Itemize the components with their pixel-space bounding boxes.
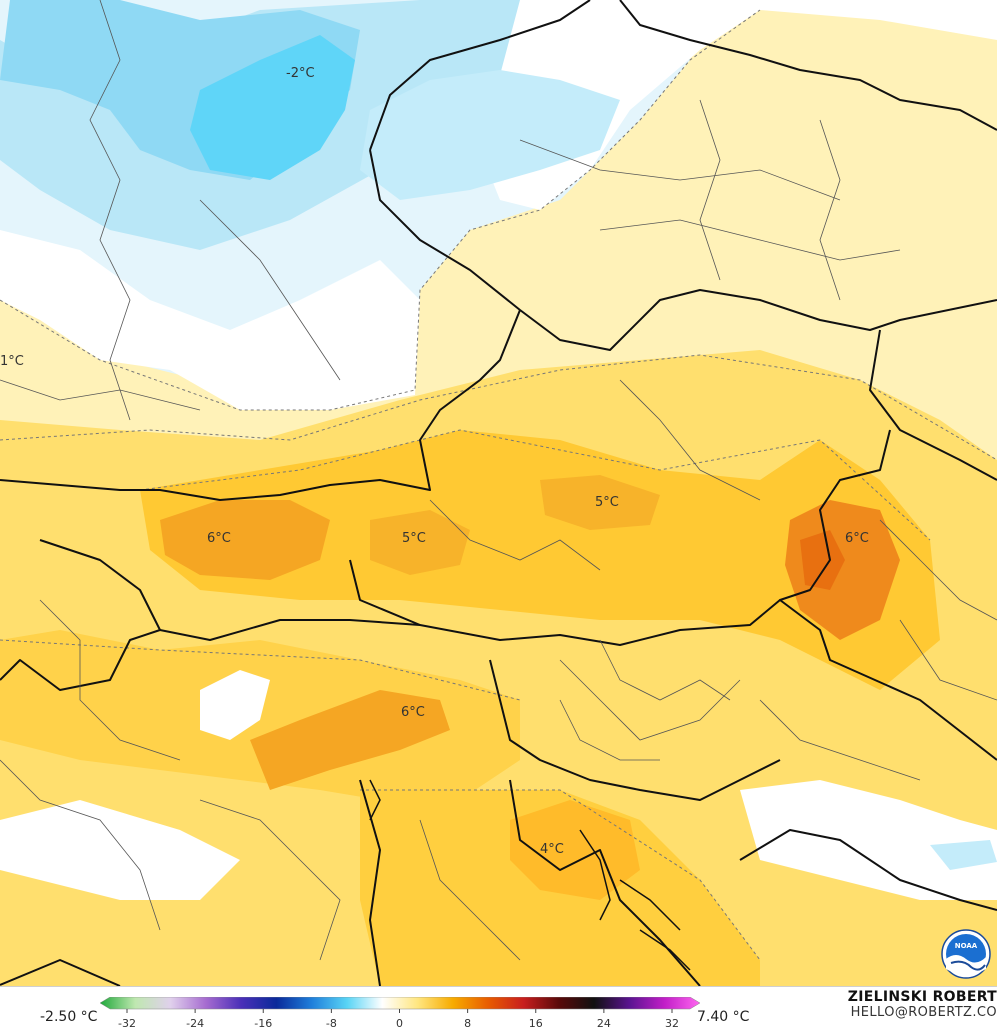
noaa-logo-text: NOAA bbox=[955, 942, 978, 950]
noaa-logo: NOAA bbox=[941, 929, 991, 979]
warm-core-6c-east-inner bbox=[800, 530, 845, 590]
color-scale-gradient bbox=[100, 997, 700, 1010]
warm-core-6c-east bbox=[785, 500, 900, 640]
country-borders bbox=[0, 0, 997, 986]
scale-tick-label: -8 bbox=[326, 1017, 337, 1030]
legend-max-value: 7.40 °C bbox=[697, 1009, 750, 1025]
temperature-map: -2°C 1°C 6°C 5°C 5°C 6°C 6°C 4°C bbox=[0, 0, 997, 986]
scale-tick-label: 32 bbox=[665, 1017, 679, 1030]
author-credit: ZIELINSKI ROBERT HELLO@ROBERTZ.CO bbox=[848, 989, 997, 1020]
coastline-islands bbox=[369, 779, 691, 971]
scale-tick-label: -32 bbox=[118, 1017, 136, 1030]
scale-tick-label: 24 bbox=[597, 1017, 611, 1030]
color-scale-ticks: -32 -24 -16 -8 0 8 16 24 32 bbox=[118, 1009, 679, 1030]
author-email: HELLO@ROBERTZ.CO bbox=[850, 1005, 997, 1020]
color-scale-bar: -32 -24 -16 -8 0 8 16 24 32 bbox=[100, 997, 700, 1030]
region-borders bbox=[0, 0, 997, 961]
white-patch-south bbox=[0, 800, 240, 900]
contour-label-6-italy: 6°C bbox=[401, 705, 425, 720]
contour-label-1: 1°C bbox=[0, 354, 24, 369]
warm-core-6c-italy bbox=[250, 690, 450, 790]
cold-zone-northeast-white bbox=[480, 0, 997, 210]
white-zone-north bbox=[0, 230, 420, 410]
cold-patch-balkans bbox=[930, 840, 997, 870]
contour-label-5-center: 5°C bbox=[402, 531, 426, 546]
white-patch-alps bbox=[200, 670, 270, 740]
warm-core-4c bbox=[510, 800, 640, 900]
warm-core-6c-west bbox=[160, 500, 330, 580]
legend-min-value: -2.50 °C bbox=[40, 1009, 98, 1025]
contour-label-6-east: 6°C bbox=[845, 531, 869, 546]
contour-label-6-west: 6°C bbox=[207, 531, 231, 546]
author-name: ZIELINSKI ROBERT bbox=[847, 989, 997, 1005]
scale-tick-label: 8 bbox=[464, 1017, 471, 1030]
warm-core-5c-center bbox=[370, 510, 470, 575]
contour-label-5-east: 5°C bbox=[595, 495, 619, 510]
white-patch-balkans bbox=[740, 780, 997, 900]
legend-footer: -2.50 °C -32 -24 -16 -8 0 8 16 24 32 7.40 °C ZIE… bbox=[0, 986, 997, 1035]
contour-label-4: 4°C bbox=[540, 842, 564, 857]
scale-tick-label: 0 bbox=[396, 1017, 403, 1030]
scale-tick-label: 16 bbox=[529, 1017, 543, 1030]
scale-tick-label: -24 bbox=[186, 1017, 204, 1030]
cold-core-minus2 bbox=[190, 35, 355, 180]
warm-core-5c-east bbox=[540, 475, 660, 530]
cold-zone-cz bbox=[360, 70, 620, 200]
contour-label-minus2: -2°C bbox=[286, 66, 315, 81]
scale-tick-label: -16 bbox=[254, 1017, 272, 1030]
